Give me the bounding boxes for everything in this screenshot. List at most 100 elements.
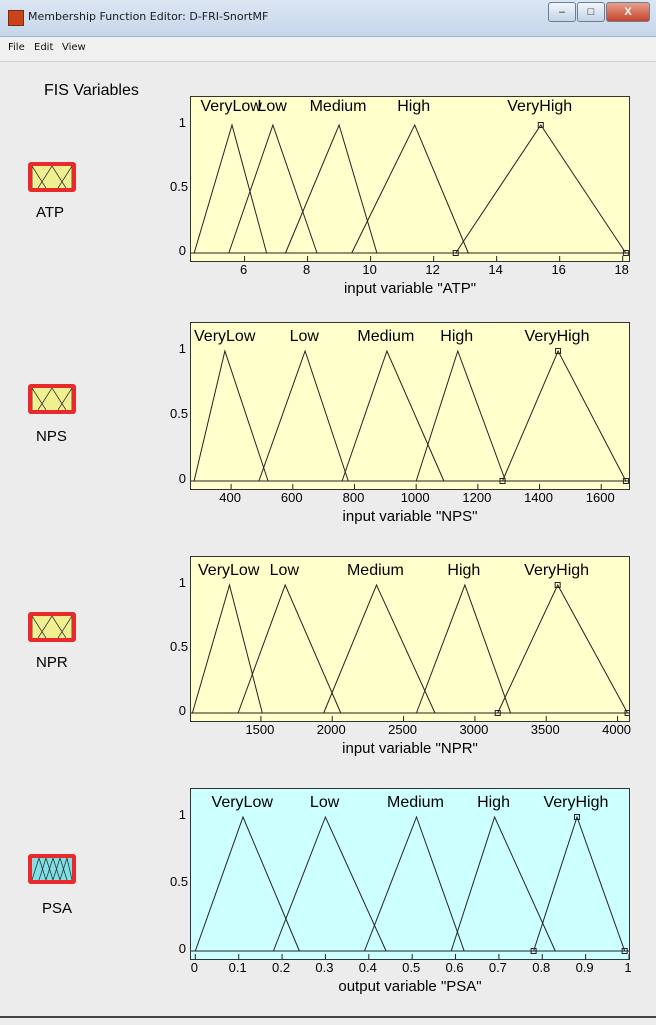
nps-mf-handle-1 [555, 348, 562, 354]
menu-bar: File Edit View [0, 37, 656, 62]
psa-mf-handle-1 [573, 814, 580, 820]
atp-mf-medium-line [285, 123, 378, 254]
npr-mf-label-medium: Medium [346, 562, 404, 579]
psa-ytick-label: 0 [178, 941, 186, 956]
psa-xtick-label: 1 [624, 960, 632, 975]
nps-xtick-label: 400 [219, 490, 241, 505]
bottom-divider [0, 1016, 656, 1018]
npr-mf-label-low: Low [269, 562, 300, 579]
atp-mf-handle-1 [537, 122, 544, 128]
menu-file[interactable]: File [8, 42, 25, 53]
nps-mf-veryhigh-line [502, 349, 627, 482]
nps-xtick-label: 1200 [462, 490, 492, 505]
atp-xtick-label: 8 [302, 262, 311, 277]
atp-xtick-label: 10 [362, 262, 377, 277]
nps-ytick-label: 1 [178, 341, 186, 356]
atp-mf-high-line [351, 123, 469, 254]
npr-variable-label: NPR [36, 654, 68, 671]
window-title: Membership Function Editor: D-FRI-SnortM… [28, 10, 269, 23]
close-button[interactable]: X [606, 2, 650, 22]
minimize-button[interactable]: – [548, 2, 576, 22]
npr-ytick-label: 0.5 [170, 639, 189, 654]
atp-axis-label: input variable "ATP" [343, 280, 477, 297]
npr-mf-handle-1 [554, 582, 561, 588]
npr-mf-veryhigh-line [497, 583, 629, 714]
atp-xtick-label: 14 [488, 262, 503, 277]
atp-membership-plot[interactable] [190, 96, 630, 262]
npr-mf-verylow-line [191, 583, 263, 714]
psa-variable-label: PSA [42, 900, 73, 917]
atp-xtick-label: 6 [239, 262, 248, 277]
nps-xtick-label: 1400 [524, 490, 553, 505]
window-controls: – □ X [547, 2, 650, 22]
atp-xtick-label: 12 [425, 262, 440, 277]
npr-variable-icon[interactable] [28, 612, 76, 642]
title-bar[interactable]: Membership Function Editor: D-FRI-SnortM… [0, 0, 656, 37]
atp-variable-icon[interactable] [28, 162, 76, 192]
psa-axis-label: output variable "PSA" [338, 978, 482, 995]
nps-ytick-label: 0.5 [170, 406, 189, 421]
nps-xtick-label: 800 [342, 490, 365, 505]
psa-mf-label-low: Low [309, 794, 340, 811]
nps-mf-low-line [258, 349, 349, 482]
nps-mf-high-line [415, 349, 507, 482]
atp-xtick-label: 16 [551, 262, 566, 277]
psa-mf-low-line [272, 815, 387, 952]
psa-mf-high-line [450, 815, 556, 952]
atp-mf-veryhigh-line [455, 124, 627, 254]
nps-membership-plot[interactable] [190, 322, 630, 490]
nps-variable-icon[interactable] [28, 384, 76, 414]
psa-ytick-label: 1 [178, 807, 186, 822]
menu-edit[interactable]: Edit [34, 42, 54, 53]
menu-view[interactable]: View [62, 42, 86, 53]
npr-membership-plot[interactable] [190, 556, 630, 722]
psa-mf-veryhigh-line [533, 815, 626, 952]
nps-variable-label: NPS [36, 428, 67, 445]
atp-mf-label-high: High [397, 98, 431, 115]
nps-xtick-label: 1000 [400, 490, 430, 505]
nps-mf-handle-0 [499, 478, 506, 484]
npr-ytick-label: 1 [178, 575, 186, 590]
npr-mf-label-high: High [447, 562, 481, 579]
psa-xtick-label: 0 [190, 960, 198, 975]
psa-membership-plot[interactable] [190, 788, 630, 960]
psa-xtick-label: 0.2 [272, 960, 291, 975]
atp-mf-handle-2 [622, 250, 629, 256]
nps-mf-medium-line [341, 349, 445, 482]
fis-variables-heading: FIS Variables [44, 82, 139, 99]
npr-mf-high-line [415, 583, 512, 714]
npr-ytick-label: 0 [178, 703, 186, 718]
atp-variable-label: ATP [36, 204, 65, 221]
nps-mf-label-high: High [440, 328, 474, 345]
psa-xtick-label: 0.5 [402, 960, 421, 975]
atp-mf-handle-0 [452, 250, 459, 256]
nps-xtick-label: 600 [280, 490, 303, 505]
psa-mf-label-verylow: VeryLow [211, 794, 273, 811]
npr-xtick-label: 2000 [316, 722, 346, 737]
atp-mf-label-low: Low [257, 98, 287, 115]
nps-plot-svg [191, 348, 629, 489]
psa-xtick-label: 0.4 [358, 960, 377, 975]
npr-xtick-label: 1500 [245, 722, 275, 737]
psa-xtick-label: 0.1 [228, 960, 247, 975]
atp-mf-verylow-line [193, 123, 268, 254]
npr-xtick-label: 4000 [602, 722, 632, 737]
maximize-button[interactable]: □ [577, 2, 605, 22]
psa-variable-icon[interactable] [28, 854, 76, 884]
psa-ytick-label: 0.5 [170, 874, 189, 889]
psa-mf-verylow-line [194, 815, 300, 952]
atp-mf-label-medium: Medium [309, 98, 367, 115]
psa-xtick-label: 0.3 [315, 960, 334, 975]
psa-mf-medium-line [364, 815, 465, 952]
psa-mf-label-medium: Medium [387, 794, 444, 811]
npr-plot-svg [191, 582, 629, 721]
npr-mf-label-veryhigh: VeryHigh [524, 562, 590, 579]
atp-ytick-label: 0.5 [170, 179, 189, 194]
nps-mf-handle-2 [622, 478, 629, 484]
nps-mf-label-verylow: VeryLow [194, 328, 256, 345]
atp-xtick-label: 18 [614, 262, 629, 277]
nps-mf-label-medium: Medium [357, 328, 415, 345]
nps-mf-label-veryhigh: VeryHigh [524, 328, 590, 345]
npr-mf-label-verylow: VeryLow [198, 562, 260, 579]
